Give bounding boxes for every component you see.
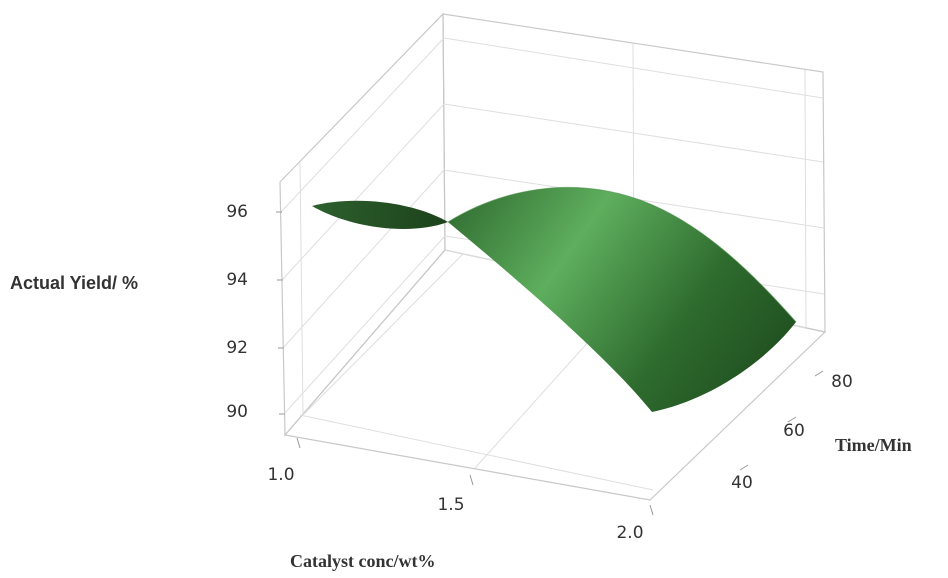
z-tick-94: 94 [226, 270, 248, 290]
z-tick-92: 92 [226, 338, 248, 358]
floor [283, 249, 827, 501]
y-axis-title: Time/Min [835, 435, 912, 455]
surface-front [448, 187, 796, 412]
y-tick-40: 40 [731, 473, 753, 493]
z-axis-title: Actual Yield/ % [10, 273, 138, 293]
surface-top-edge [447, 186, 797, 323]
x-tick-2.0: 2.0 [616, 523, 643, 543]
axis-ticks [276, 211, 824, 516]
x-axis-title: Catalyst conc/wt% [290, 551, 435, 571]
x-tick-1.5: 1.5 [437, 495, 464, 515]
y-tick-80: 80 [831, 372, 853, 392]
x-tick-1.0: 1.0 [267, 465, 294, 485]
z-tick-90: 90 [226, 402, 248, 422]
z-tick-96: 96 [226, 202, 248, 222]
surface-back-leaf [312, 200, 448, 229]
y-tick-60: 60 [783, 421, 805, 441]
response-surface [312, 186, 797, 412]
